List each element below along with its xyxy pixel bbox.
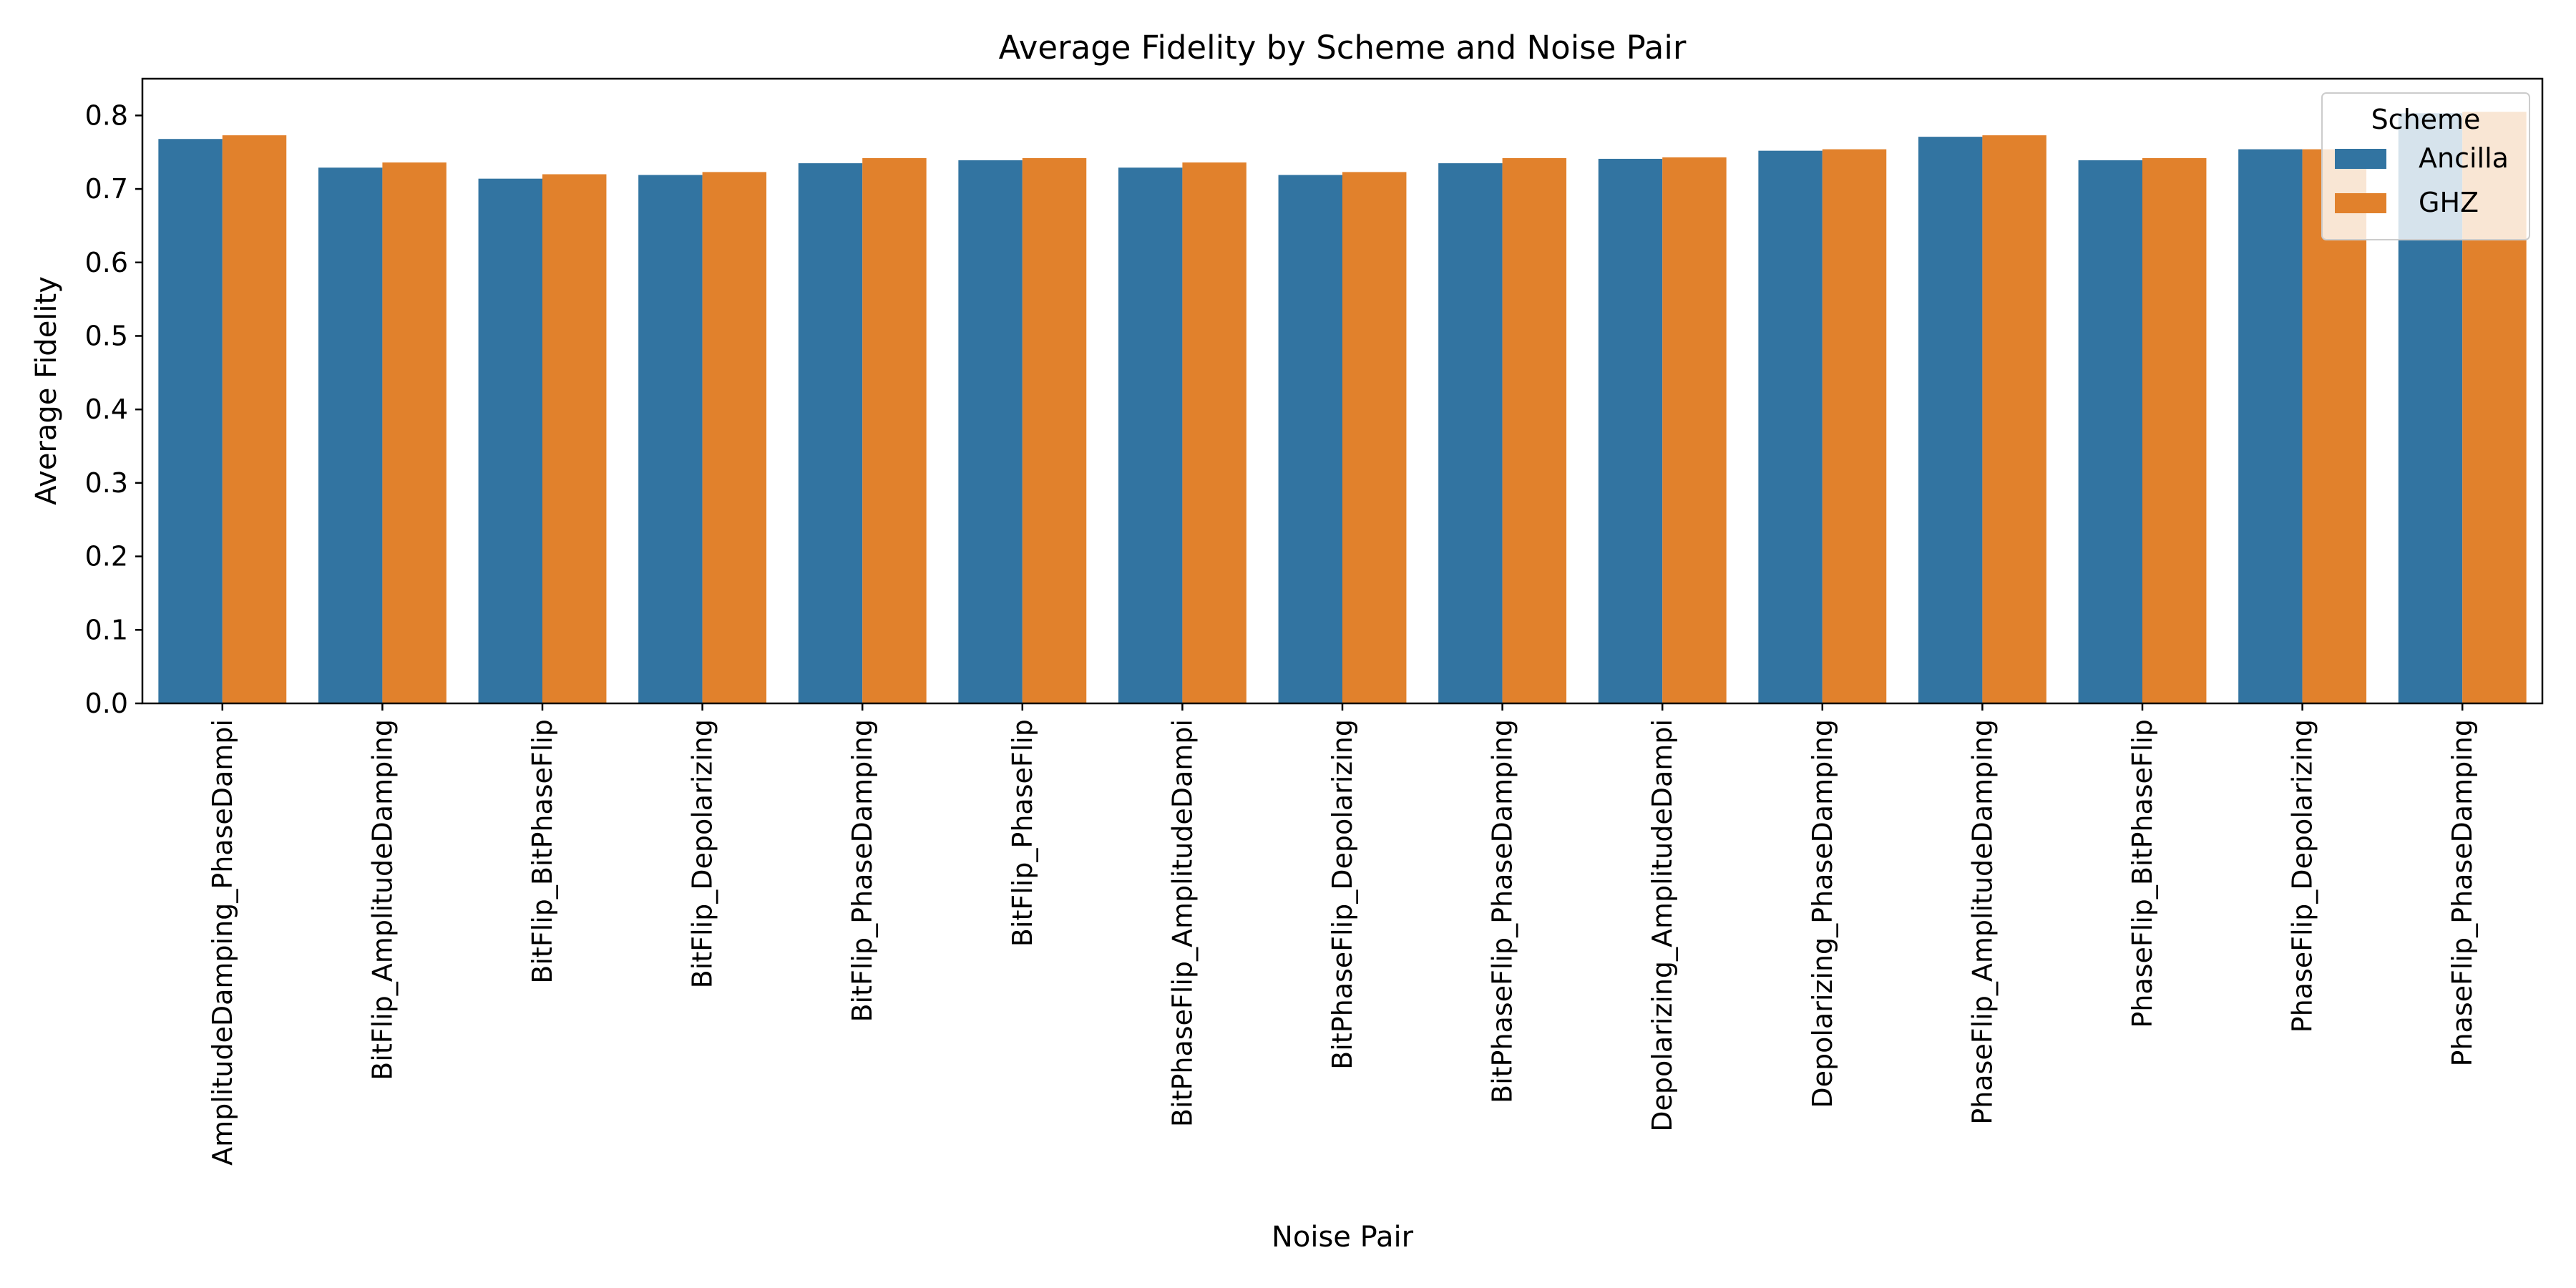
- x-tick-label: PhaseFlip_AmplitudeDamping: [1966, 719, 1998, 1125]
- bar-ancilla-3: [638, 175, 703, 704]
- x-tick-label: BitFlip_BitPhaseFlip: [527, 719, 558, 984]
- bar-ancilla-13: [2238, 149, 2303, 703]
- bar-ghz-13: [2302, 149, 2367, 703]
- legend-label-ancilla: Ancilla: [2419, 142, 2509, 174]
- x-axis-label: Noise Pair: [1272, 1221, 1414, 1254]
- bar-ancilla-10: [1758, 150, 1823, 704]
- bar-ancilla-5: [958, 160, 1023, 703]
- x-tick-label: BitPhaseFlip_AmplitudeDampi: [1166, 719, 1198, 1127]
- legend-swatch-ghz: [2335, 193, 2386, 213]
- bar-ancilla-6: [1118, 167, 1183, 704]
- bar-ancilla-4: [798, 163, 863, 704]
- x-tick-label: AmplitudeDamping_PhaseDampi: [207, 719, 238, 1166]
- bar-ghz-10: [1822, 149, 1887, 703]
- bar-ghz-6: [1182, 162, 1246, 703]
- bar-ancilla-9: [1598, 158, 1663, 704]
- bar-ghz-7: [1342, 172, 1407, 704]
- y-tick-label: 0.6: [85, 247, 128, 278]
- bar-ancilla-11: [1918, 137, 1983, 704]
- y-tick-label: 0.1: [85, 614, 128, 645]
- legend: Scheme Ancilla GHZ: [2321, 92, 2530, 240]
- bar-ghz-8: [1502, 157, 1567, 703]
- y-tick-label: 0.4: [85, 394, 128, 425]
- bar-ghz-12: [2142, 157, 2207, 703]
- bar-ghz-4: [862, 157, 927, 703]
- x-tick-label: Depolarizing_AmplitudeDampi: [1646, 719, 1678, 1132]
- bar-ancilla-7: [1278, 175, 1342, 704]
- x-tick-label: BitPhaseFlip_Depolarizing: [1327, 719, 1358, 1070]
- x-tick-label: BitFlip_AmplitudeDamping: [366, 719, 398, 1080]
- chart-title: Average Fidelity by Scheme and Noise Pai…: [999, 29, 1687, 67]
- bar-ancilla-12: [2078, 160, 2142, 703]
- bar-ghz-1: [382, 162, 447, 703]
- x-tick-label: BitFlip_PhaseDamping: [847, 719, 878, 1023]
- legend-swatch-ancilla: [2335, 149, 2386, 169]
- x-tick-label: PhaseFlip_Depolarizing: [2287, 719, 2318, 1033]
- y-tick-label: 0.3: [85, 467, 128, 499]
- y-tick-label: 0.2: [85, 541, 128, 572]
- bar-ghz-3: [702, 172, 767, 704]
- x-tick-label: BitFlip_Depolarizing: [687, 719, 718, 988]
- y-tick-label: 0.8: [85, 99, 128, 131]
- bar-ghz-2: [542, 174, 607, 704]
- y-tick-label: 0.0: [85, 688, 128, 719]
- bars-group: [158, 112, 2527, 704]
- y-axis-label: Average Fidelity: [30, 276, 63, 505]
- x-tick-label: PhaseFlip_PhaseDamping: [2446, 719, 2478, 1066]
- x-tick-label: PhaseFlip_BitPhaseFlip: [2127, 719, 2158, 1028]
- bar-ancilla-0: [158, 139, 223, 704]
- bar-ancilla-2: [478, 178, 542, 703]
- bar-ghz-0: [222, 135, 287, 704]
- x-tick-label: BitPhaseFlip_PhaseDamping: [1487, 719, 1518, 1103]
- legend-title: Scheme: [2371, 104, 2481, 135]
- bar-ghz-9: [1662, 157, 1727, 704]
- bar-ghz-5: [1022, 157, 1087, 703]
- bar-ancilla-8: [1438, 163, 1503, 704]
- x-tick-label: BitFlip_PhaseFlip: [1007, 719, 1038, 947]
- y-tick-label: 0.7: [85, 173, 128, 205]
- legend-label-ghz: GHZ: [2419, 187, 2479, 218]
- bar-ancilla-1: [318, 167, 383, 704]
- x-axis: AmplitudeDamping_PhaseDampi BitFlip_Ampli…: [207, 703, 2478, 1166]
- x-tick-label: Depolarizing_PhaseDamping: [1807, 719, 1838, 1108]
- y-axis: 0.0 0.1 0.2 0.3 0.4 0.5 0.6 0.7 0.8: [85, 99, 142, 719]
- bar-ghz-11: [1982, 135, 2046, 704]
- y-tick-label: 0.5: [85, 320, 128, 351]
